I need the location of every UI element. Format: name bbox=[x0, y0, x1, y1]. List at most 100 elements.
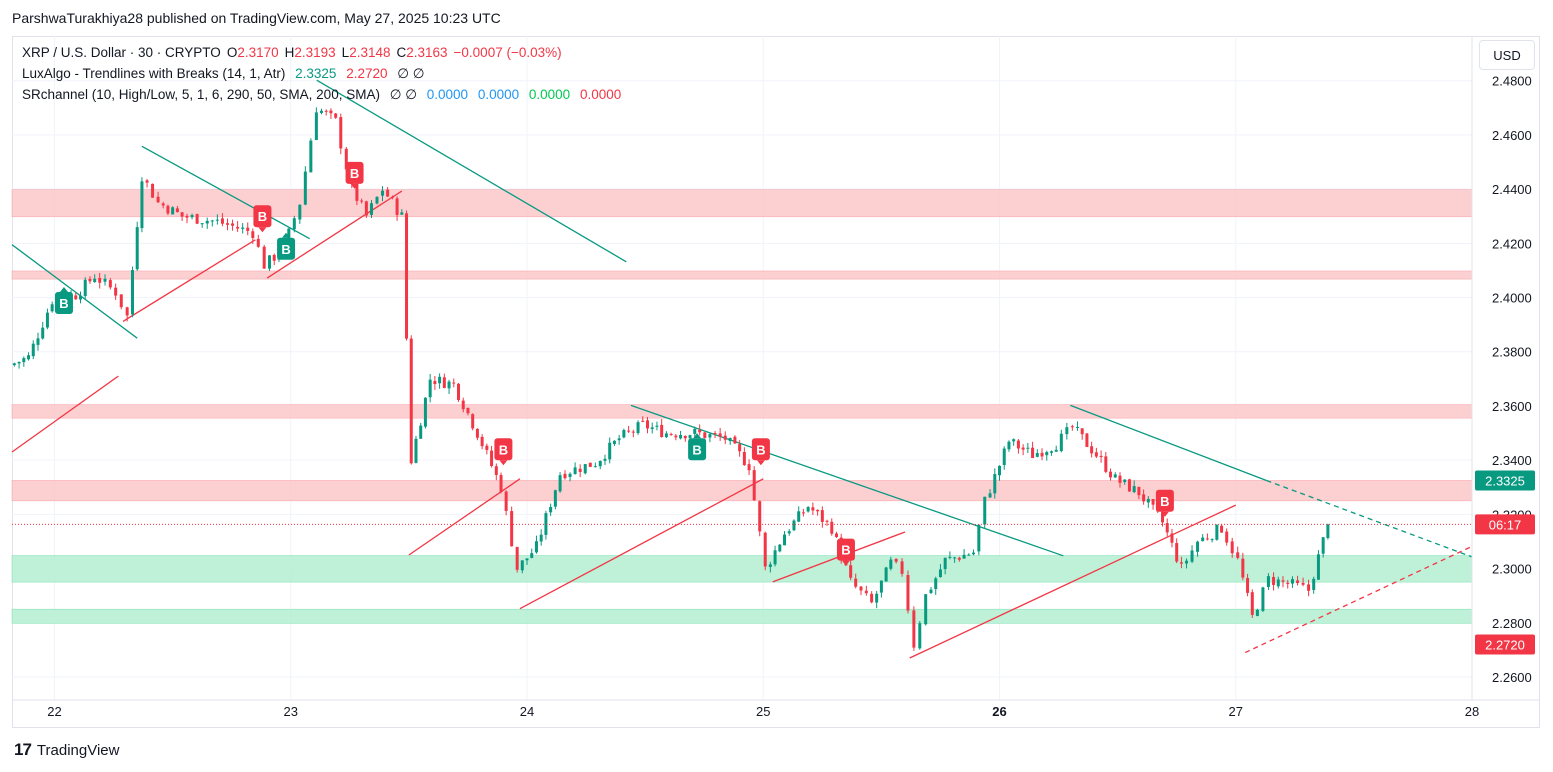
x-tick-label: 27 bbox=[1229, 704, 1243, 719]
signal-label: B bbox=[499, 442, 508, 457]
legend-sr-name[interactable]: SRchannel (10, High/Low, 5, 1, 6, 290, 5… bbox=[22, 87, 380, 102]
candle-body bbox=[364, 201, 368, 216]
legend-sr-value-4: 0.0000 bbox=[579, 87, 622, 102]
support-trendline bbox=[11, 375, 119, 453]
candle-body bbox=[22, 358, 26, 363]
candle-body bbox=[442, 377, 446, 388]
y-tick-label: 2.3600 bbox=[1492, 399, 1532, 414]
resistance-zone bbox=[11, 189, 1473, 218]
support-trendline bbox=[122, 239, 256, 322]
candle-body bbox=[1161, 512, 1165, 523]
candle-body bbox=[573, 467, 577, 475]
candle-body bbox=[588, 462, 592, 467]
candle-body bbox=[655, 425, 659, 427]
candle-body bbox=[747, 464, 751, 471]
candle-body bbox=[870, 593, 874, 603]
y-tick-label: 2.3400 bbox=[1492, 453, 1532, 468]
candle-body bbox=[74, 295, 78, 300]
y-tick-label: 2.4800 bbox=[1492, 74, 1532, 89]
candle-body bbox=[713, 433, 717, 435]
candle-body bbox=[205, 220, 209, 224]
candle-body bbox=[1272, 576, 1276, 585]
y-tick-label: 2.4200 bbox=[1492, 236, 1532, 251]
candle-body bbox=[251, 231, 255, 238]
candle-body bbox=[161, 203, 165, 206]
candle-body bbox=[1065, 427, 1069, 435]
candle-body bbox=[830, 521, 834, 534]
x-tick-label: 25 bbox=[756, 704, 770, 719]
bear-signal-badge bbox=[836, 538, 855, 561]
candle-body bbox=[180, 212, 184, 217]
bear-signal-pointer bbox=[841, 560, 850, 566]
candle-body bbox=[938, 569, 942, 578]
resistance-trendline bbox=[11, 244, 138, 339]
candle-body bbox=[1175, 543, 1179, 562]
candle-body bbox=[1250, 592, 1254, 615]
tradingview-logo-icon: 17 bbox=[14, 740, 32, 759]
signal-label: B bbox=[350, 166, 359, 181]
candle-body bbox=[1151, 499, 1155, 505]
signal-label: B bbox=[841, 543, 850, 558]
candle-body bbox=[130, 270, 134, 315]
candle-body bbox=[617, 438, 621, 441]
candle-body bbox=[515, 546, 519, 570]
candle-body bbox=[246, 227, 250, 231]
countdown-tag: 06:17 bbox=[1475, 514, 1535, 535]
candle-body bbox=[728, 438, 732, 442]
candle-body bbox=[225, 223, 229, 225]
candle-body bbox=[608, 442, 612, 460]
candle-body bbox=[864, 590, 868, 594]
candle-body bbox=[1094, 452, 1098, 457]
candle-body bbox=[1255, 609, 1259, 616]
candle-body bbox=[103, 278, 107, 282]
candle-body bbox=[140, 181, 144, 229]
candle-body bbox=[1012, 439, 1016, 442]
bull-signal-pointer bbox=[693, 433, 702, 439]
candle-body bbox=[156, 196, 160, 203]
x-tick-label: 22 bbox=[47, 704, 61, 719]
resistance-trendline bbox=[316, 79, 627, 263]
support-trendline bbox=[1244, 545, 1473, 654]
candle-body bbox=[114, 287, 118, 296]
candle-body bbox=[360, 200, 364, 202]
candle-body bbox=[125, 307, 129, 316]
candle-body bbox=[683, 435, 687, 439]
price-tag-lower-text: 2.2720 bbox=[1485, 637, 1525, 652]
candle-body bbox=[948, 556, 952, 558]
legend-sr-value-3: 0.0000 bbox=[528, 87, 571, 102]
candle-body bbox=[1045, 452, 1049, 456]
candle-body bbox=[962, 554, 966, 559]
candle-body bbox=[292, 218, 296, 230]
candle-body bbox=[1059, 433, 1063, 452]
candle-body bbox=[884, 567, 888, 582]
candle-body bbox=[549, 506, 553, 513]
legend-luxalgo-row: LuxAlgo - Trendlines with Breaks (14, 1,… bbox=[22, 66, 431, 82]
candle-body bbox=[718, 433, 722, 437]
support-zone bbox=[11, 555, 1473, 583]
candle-body bbox=[400, 212, 404, 215]
candle-body bbox=[369, 203, 373, 215]
candle-body bbox=[957, 557, 961, 560]
candle-body bbox=[1016, 440, 1020, 449]
candle-body bbox=[912, 610, 916, 648]
candle-body bbox=[1276, 579, 1280, 587]
candle-body bbox=[1201, 537, 1205, 542]
candle-body bbox=[553, 490, 557, 507]
legend-luxalgo-name[interactable]: LuxAlgo - Trendlines with Breaks (14, 1,… bbox=[22, 66, 286, 81]
candle-body bbox=[405, 213, 409, 339]
currency-button[interactable]: USD bbox=[1479, 40, 1535, 70]
candle-body bbox=[200, 223, 204, 225]
candle-body bbox=[1286, 582, 1290, 584]
candle-body bbox=[631, 431, 635, 433]
candle-body bbox=[1236, 552, 1240, 558]
bull-signal-badge bbox=[54, 291, 73, 314]
bear-signal-badge bbox=[253, 205, 272, 228]
legend-symbol[interactable]: XRP / U.S. Dollar · 30 · CRYPTO bbox=[22, 45, 221, 60]
candle-body bbox=[1165, 523, 1169, 533]
candle-body bbox=[1137, 486, 1141, 496]
bull-signal-badge bbox=[277, 237, 296, 260]
countdown-tag-text: 06:17 bbox=[1489, 517, 1522, 532]
candle-body bbox=[414, 438, 418, 463]
candle-body bbox=[17, 361, 21, 364]
